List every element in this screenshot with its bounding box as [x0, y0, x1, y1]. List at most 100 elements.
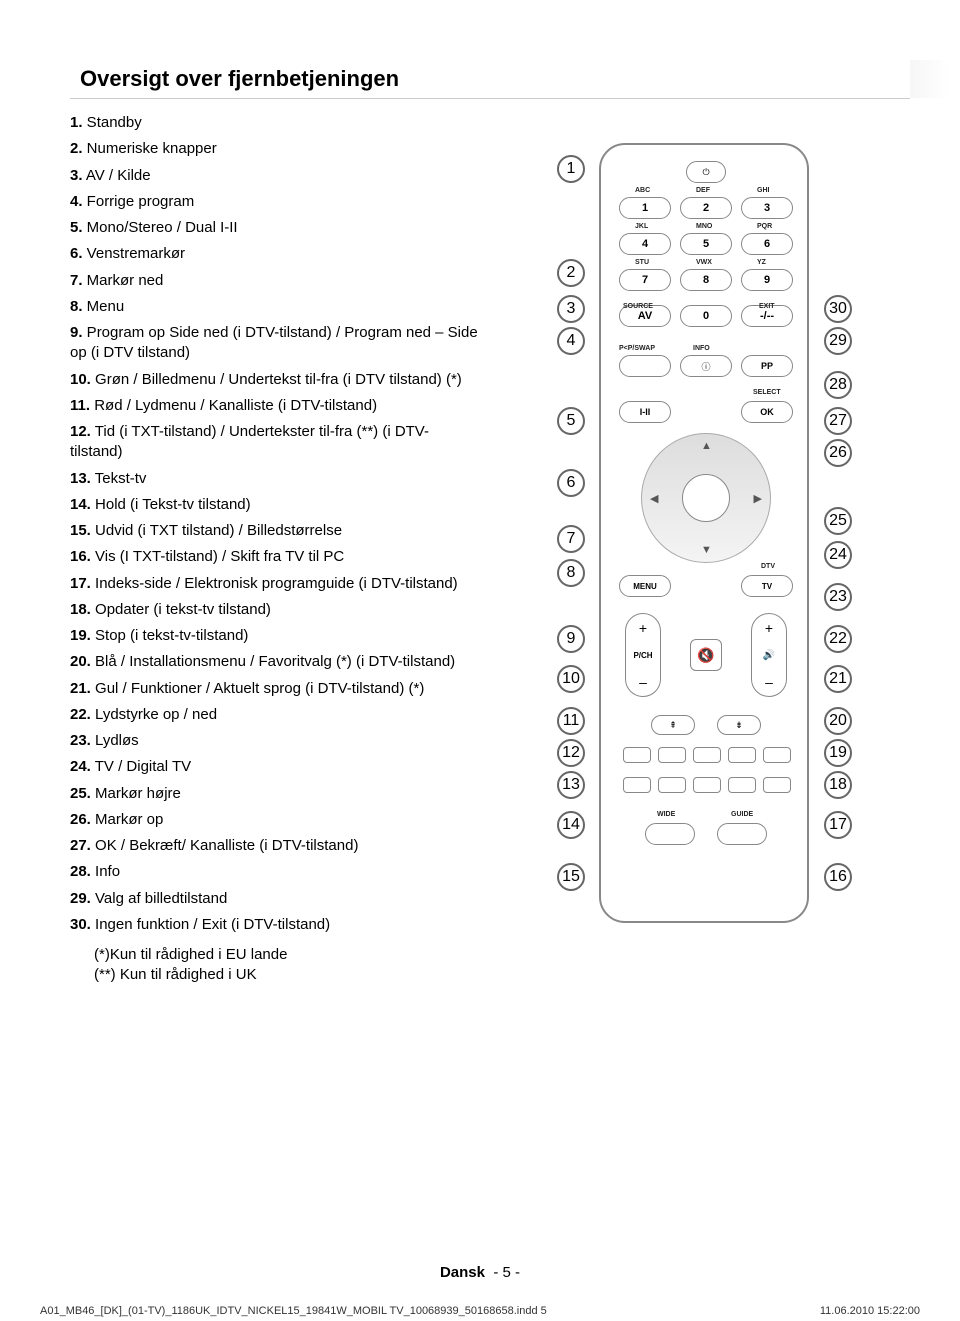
list-item: 17. Indeks-side / Elektronisk programgui…	[70, 574, 480, 594]
callout-17: 17	[824, 811, 852, 839]
callout-22: 22	[824, 625, 852, 653]
callout-9: 9	[557, 625, 585, 653]
list-item: 26. Markør op	[70, 810, 480, 830]
list-item: 11. Rød / Lydmenu / Kanalliste (i DTV-ti…	[70, 396, 480, 416]
num-3: 3	[741, 197, 793, 219]
feature-button	[763, 747, 791, 763]
i-ii-button: I-II	[619, 401, 671, 423]
callout-28: 28	[824, 371, 852, 399]
num-0: 0	[680, 305, 732, 327]
feature-button	[693, 747, 721, 763]
list-item: 19. Stop (i tekst-tv-tilstand)	[70, 626, 480, 646]
vol-rocker: + 🔊 –	[751, 613, 787, 697]
callout-4: 4	[557, 327, 585, 355]
page-title: Oversigt over fjernbetjeningen	[70, 60, 910, 99]
source-label: SOURCE	[623, 303, 653, 310]
callout-21: 21	[824, 665, 852, 693]
page-down: ⇟	[717, 715, 761, 735]
list-item: 7. Markør ned	[70, 271, 480, 291]
num-9: 9	[741, 269, 793, 291]
callout-19: 19	[824, 739, 852, 767]
page-number: Dansk - 5 -	[0, 1264, 960, 1281]
list-item: 27. OK / Bekræft/ Kanalliste (i DTV-tils…	[70, 836, 480, 856]
feature-button	[728, 747, 756, 763]
callout-6: 6	[557, 469, 585, 497]
pch-rocker: + P/CH –	[625, 613, 661, 697]
dpad: ▲ ▼ ◀ ▶	[641, 433, 771, 563]
info-label: INFO	[693, 345, 710, 352]
list-item: 12. Tid (i TXT-tilstand) / Undertekster …	[70, 422, 480, 463]
list-item: 6. Venstremarkør	[70, 244, 480, 264]
callout-12: 12	[557, 739, 585, 767]
list-item: 25. Markør højre	[70, 784, 480, 804]
num-8: 8	[680, 269, 732, 291]
dtv-label: DTV	[761, 563, 775, 570]
pswap-label: P<P/SWAP	[619, 345, 655, 352]
list-item: 10. Grøn / Billedmenu / Undertekst til-f…	[70, 370, 480, 390]
list-item: 4. Forrige program	[70, 192, 480, 212]
callout-3: 3	[557, 295, 585, 323]
callout-13: 13	[557, 771, 585, 799]
list-item: 22. Lydstyrke op / ned	[70, 705, 480, 725]
feature-button	[658, 747, 686, 763]
list-item: 2. Numeriske knapper	[70, 139, 480, 159]
callout-18: 18	[824, 771, 852, 799]
list-column: 1. Standby2. Numeriske knapper3. AV / Ki…	[70, 113, 480, 986]
list-item: 5. Mono/Stereo / Dual I-II	[70, 218, 480, 238]
callout-5: 5	[557, 407, 585, 435]
callout-10: 10	[557, 665, 585, 693]
guide-button	[717, 823, 767, 845]
callout-16: 16	[824, 863, 852, 891]
num-5: 5	[680, 233, 732, 255]
feature-button	[728, 777, 756, 793]
num-4: 4	[619, 233, 671, 255]
list-item: 21. Gul / Funktioner / Aktuelt sprog (i …	[70, 679, 480, 699]
callout-1: 1	[557, 155, 585, 183]
notes: (*)Kun til rådighed i EU lande(**) Kun t…	[94, 945, 480, 986]
callout-29: 29	[824, 327, 852, 355]
exit-label: EXIT	[759, 303, 775, 310]
callout-26: 26	[824, 439, 852, 467]
mute-button: 🔇	[690, 639, 722, 671]
callout-24: 24	[824, 541, 852, 569]
list-item: 8. Menu	[70, 297, 480, 317]
callout-30: 30	[824, 295, 852, 323]
power-button: ⏻	[686, 161, 726, 183]
select-label: SELECT	[753, 389, 781, 396]
list-item: 18. Opdater (i tekst-tv tilstand)	[70, 600, 480, 620]
list-item: 16. Vis (I TXT-tilstand) / Skift fra TV …	[70, 547, 480, 567]
callout-11: 11	[557, 707, 585, 735]
info-button: ⓘ	[680, 355, 732, 377]
page-up: ⇞	[651, 715, 695, 735]
pp-button: PP	[741, 355, 793, 377]
list-item: 13. Tekst-tv	[70, 469, 480, 489]
callout-15: 15	[557, 863, 585, 891]
list-item: 28. Info	[70, 862, 480, 882]
list-item: 1. Standby	[70, 113, 480, 133]
feature-button	[623, 747, 651, 763]
callout-25: 25	[824, 507, 852, 535]
guide-label: GUIDE	[731, 811, 753, 818]
feature-button	[763, 777, 791, 793]
num-2: 2	[680, 197, 732, 219]
tv-button: TV	[741, 575, 793, 597]
list-item: 30. Ingen funktion / Exit (i DTV-tilstan…	[70, 915, 480, 935]
callout-27: 27	[824, 407, 852, 435]
remote-body: ⏻ ABC1DEF2GHI3JKL4MNO5PQR6STU7VWX8YZ9AV0…	[599, 143, 809, 923]
callout-20: 20	[824, 707, 852, 735]
list-item: 24. TV / Digital TV	[70, 757, 480, 777]
dpad-center	[682, 474, 730, 522]
callout-2: 2	[557, 259, 585, 287]
menu-button: MENU	[619, 575, 671, 597]
footer: A01_MB46_[DK]_(01-TV)_1186UK_IDTV_NICKEL…	[0, 1301, 960, 1321]
list-item: 20. Blå / Installationsmenu / Favoritval…	[70, 652, 480, 672]
feature-button	[623, 777, 651, 793]
callout-7: 7	[557, 525, 585, 553]
wide-button	[645, 823, 695, 845]
num-7: 7	[619, 269, 671, 291]
list-item: 29. Valg af billedtilstand	[70, 889, 480, 909]
pswap-button	[619, 355, 671, 377]
list-item: 9. Program op Side ned (i DTV-tilstand) …	[70, 323, 480, 364]
callout-23: 23	[824, 583, 852, 611]
num-1: 1	[619, 197, 671, 219]
